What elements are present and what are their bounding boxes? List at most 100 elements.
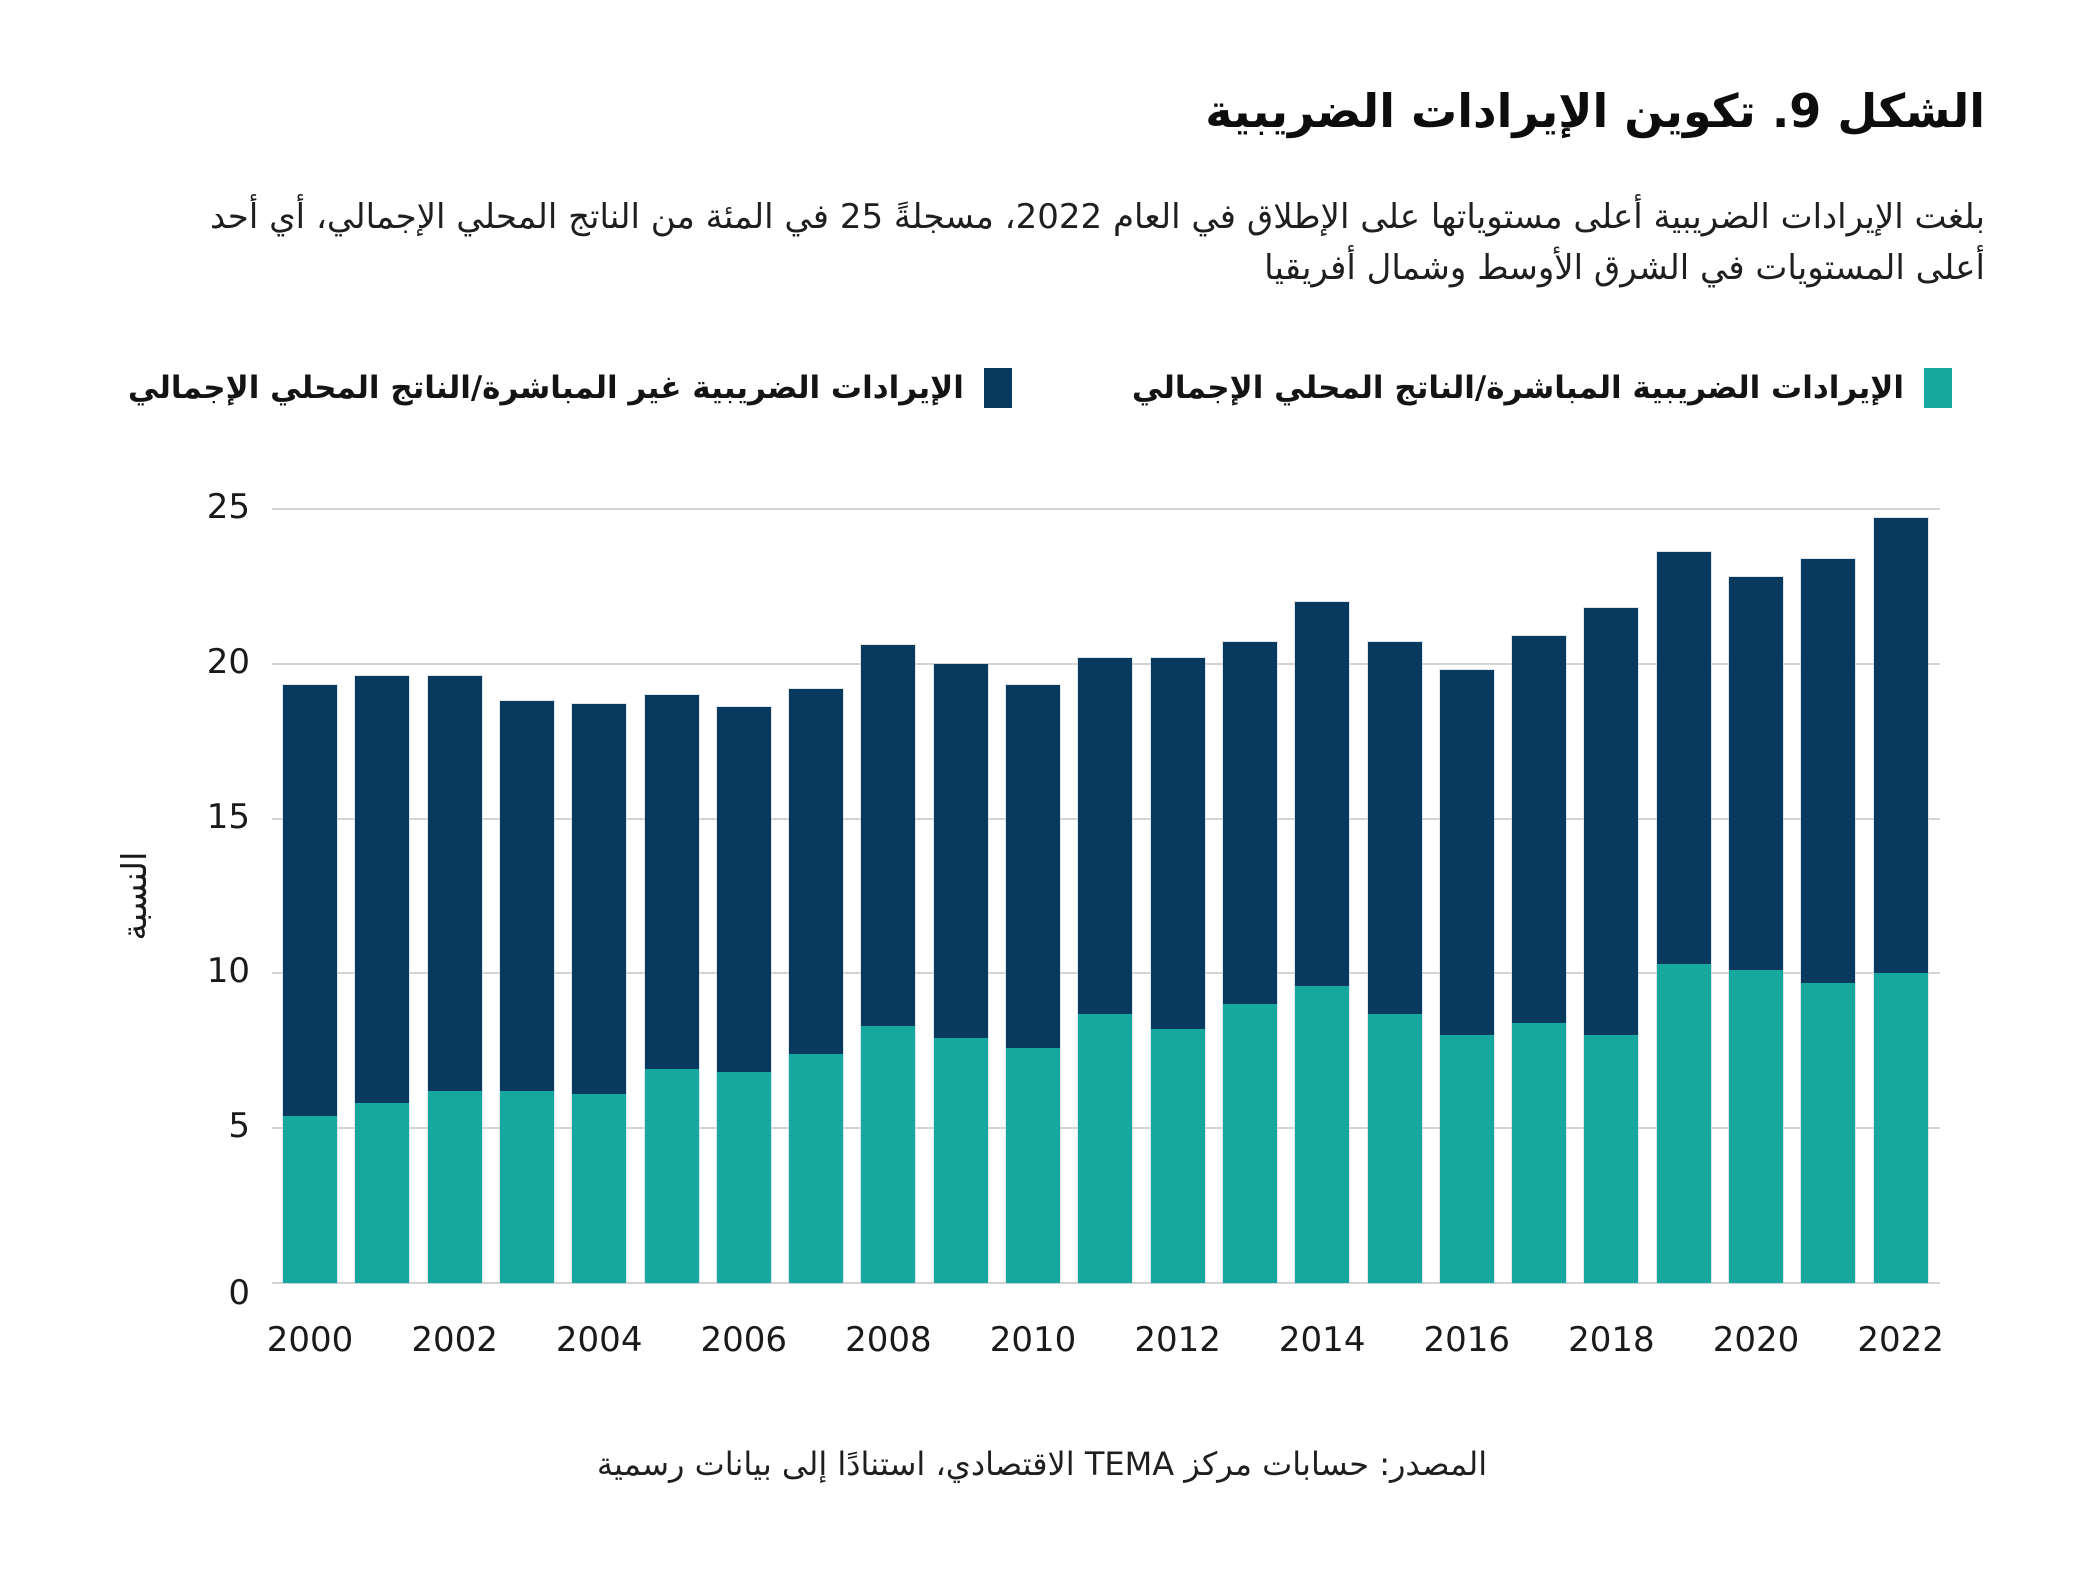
legend-label-indirect: الإيرادات الضريبية غير المباشرة/الناتج ا… <box>127 370 964 406</box>
bar-2012 <box>1150 657 1205 1283</box>
bar-2015-indirect-segment <box>1367 642 1422 1014</box>
x-tick-label-2018: 2018 <box>1568 1320 1655 1360</box>
bar-2008-direct-segment <box>861 1026 916 1283</box>
x-tick-label-2022: 2022 <box>1857 1320 1944 1360</box>
bar-2003-direct-segment <box>499 1091 554 1283</box>
bar-2022-direct-segment <box>1873 973 1928 1283</box>
bar-2022-indirect-segment <box>1873 518 1928 974</box>
bar-2011-direct-segment <box>1078 1013 1133 1283</box>
bar-2017 <box>1512 635 1567 1283</box>
bar-2004-indirect-segment <box>572 704 627 1095</box>
bar-2011-indirect-segment <box>1078 657 1133 1014</box>
bar-2017-direct-segment <box>1512 1022 1567 1283</box>
chart-legend: الإيرادات الضريبية المباشرة/الناتج المحل… <box>128 366 1952 410</box>
x-tick-label-2014: 2014 <box>1278 1320 1366 1360</box>
bar-2021-direct-segment <box>1801 982 1856 1283</box>
legend-swatch-direct-icon <box>1924 368 1952 408</box>
x-tick-label-2016: 2016 <box>1423 1320 1511 1360</box>
bar-2001 <box>355 676 410 1283</box>
bar-2022 <box>1873 518 1928 1283</box>
bar-2016-indirect-segment <box>1439 669 1494 1036</box>
bar-2014-direct-segment <box>1295 985 1350 1283</box>
bar-2000-indirect-segment <box>283 685 337 1116</box>
bar-2014 <box>1295 601 1350 1283</box>
bar-2006-direct-segment <box>716 1072 771 1283</box>
bar-2004 <box>572 704 627 1283</box>
bar-2009 <box>933 663 988 1283</box>
y-tick-label-5: 5 <box>228 1106 250 1147</box>
bar-2005-indirect-segment <box>644 694 699 1070</box>
y-axis-title-text: النسبة <box>115 851 155 941</box>
bar-2005-direct-segment <box>644 1069 699 1283</box>
bar-2011 <box>1078 657 1133 1283</box>
bar-2000 <box>283 685 337 1283</box>
bar-2006 <box>716 707 771 1283</box>
y-tick-label-0: 0 <box>228 1273 250 1313</box>
figure-subtitle: بلغت الإيرادات الضريبية أعلى مستوياتها ع… <box>209 197 1985 288</box>
bar-2009-direct-segment <box>933 1038 988 1283</box>
bar-2008-indirect-segment <box>861 645 916 1027</box>
gridline-0 <box>272 1282 1940 1284</box>
bar-2013-indirect-segment <box>1222 642 1277 1005</box>
bar-2004-direct-segment <box>572 1094 627 1283</box>
bar-2013 <box>1222 642 1277 1283</box>
y-tick-label-15: 15 <box>206 796 250 837</box>
bar-2002-direct-segment <box>427 1091 482 1283</box>
gridline-25 <box>272 508 1940 510</box>
bar-2009-indirect-segment <box>933 663 988 1039</box>
bar-2018 <box>1584 608 1639 1283</box>
bar-2021-indirect-segment <box>1801 558 1856 983</box>
legend-item-indirect: الإيرادات الضريبية غير المباشرة/الناتج ا… <box>128 366 1012 410</box>
bar-2006-indirect-segment <box>716 707 771 1073</box>
x-tick-label-2002: 2002 <box>411 1320 498 1360</box>
legend-item-direct: الإيرادات الضريبية المباشرة/الناتج المحل… <box>1132 366 1952 410</box>
x-tick-label-2010: 2010 <box>989 1320 1077 1360</box>
y-tick-label-10: 10 <box>206 951 250 992</box>
bar-2021 <box>1801 558 1856 1283</box>
bar-2003 <box>499 700 554 1283</box>
bar-2020 <box>1729 577 1783 1283</box>
bar-2018-indirect-segment <box>1584 608 1639 1036</box>
x-tick-label-2008: 2008 <box>845 1320 932 1360</box>
bar-2005 <box>644 694 699 1283</box>
bar-2010-indirect-segment <box>1006 685 1060 1048</box>
bar-2007-direct-segment <box>789 1053 844 1283</box>
bar-2013-direct-segment <box>1222 1004 1277 1283</box>
y-tick-label-20: 20 <box>206 641 250 682</box>
bar-2007 <box>789 688 844 1283</box>
bar-2002 <box>427 676 482 1283</box>
bar-2010 <box>1006 685 1060 1283</box>
bar-2001-direct-segment <box>355 1103 410 1283</box>
figure-title: الشكل 9. تكوين الإيرادات الضريبية <box>1205 84 1985 138</box>
bar-2019-indirect-segment <box>1656 552 1711 965</box>
bar-2016-direct-segment <box>1439 1035 1494 1283</box>
bar-2015-direct-segment <box>1367 1013 1422 1283</box>
bar-2010-direct-segment <box>1006 1047 1060 1283</box>
bar-2012-direct-segment <box>1150 1029 1205 1283</box>
bar-2016 <box>1439 669 1494 1283</box>
bar-2012-indirect-segment <box>1150 657 1205 1030</box>
bar-2007-indirect-segment <box>789 688 844 1054</box>
legend-swatch-indirect-icon <box>983 368 1012 408</box>
bar-2001-indirect-segment <box>355 676 410 1104</box>
x-tick-label-2000: 2000 <box>266 1320 354 1360</box>
x-tick-label-2006: 2006 <box>700 1320 788 1360</box>
bar-2014-indirect-segment <box>1295 601 1350 986</box>
source-note: المصدر: حسابات مركز TEMA الاقتصادي، استن… <box>596 1445 1488 1483</box>
bar-2020-direct-segment <box>1729 970 1783 1283</box>
y-tick-label-25: 25 <box>206 487 250 527</box>
x-tick-label-2020: 2020 <box>1712 1320 1800 1360</box>
x-tick-label-2012: 2012 <box>1134 1320 1221 1360</box>
legend-label-direct: الإيرادات الضريبية المباشرة/الناتج المحل… <box>1131 370 1904 406</box>
bar-2008 <box>861 645 916 1283</box>
bar-2015 <box>1367 642 1422 1283</box>
bar-2017-indirect-segment <box>1512 635 1567 1023</box>
bar-2003-indirect-segment <box>499 700 554 1092</box>
bar-2000-direct-segment <box>283 1115 337 1283</box>
bar-2019 <box>1656 552 1711 1283</box>
bar-2018-direct-segment <box>1584 1035 1639 1283</box>
x-tick-label-2004: 2004 <box>555 1320 643 1360</box>
bar-2020-indirect-segment <box>1729 577 1783 971</box>
